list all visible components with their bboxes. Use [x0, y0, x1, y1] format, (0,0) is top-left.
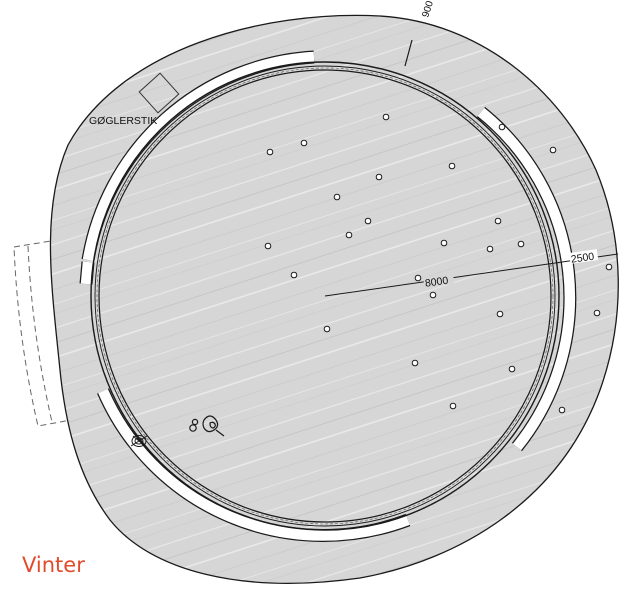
light-post [382, 113, 390, 121]
light-post [549, 146, 557, 154]
plaza-ring-3 [96, 67, 554, 525]
axis-tick-top [404, 39, 413, 67]
light-post [345, 231, 353, 239]
light-post [429, 291, 437, 299]
light-post [508, 365, 516, 373]
light-post [323, 325, 331, 333]
light-post [498, 123, 506, 131]
radius-label-group: 8000 [423, 272, 455, 290]
sculpture-symbol-icon [189, 415, 225, 437]
light-post [448, 162, 456, 170]
light-posts [264, 113, 613, 414]
light-post [486, 245, 494, 253]
light-post [364, 217, 372, 225]
light-post [375, 173, 383, 181]
light-post [333, 193, 341, 201]
light-post [411, 359, 419, 367]
outer-label-bg [569, 249, 599, 264]
outer-label: 2500 [570, 251, 595, 266]
light-post [593, 309, 601, 317]
radius-label-bg [423, 272, 455, 288]
radius-label: 8000 [424, 275, 449, 290]
light-post [449, 402, 457, 410]
light-post [558, 406, 566, 414]
light-post [300, 139, 308, 147]
plaza-ring-2 [94, 65, 556, 527]
season-label: Vinter [22, 553, 85, 577]
light-post [517, 240, 525, 248]
top-axis-label: 900 [420, 0, 436, 19]
light-post [496, 310, 504, 318]
light-post [494, 217, 502, 225]
light-post [605, 263, 613, 271]
light-post [264, 242, 272, 250]
street-label: GØGLERSTIK [89, 115, 157, 127]
drain-icon [130, 435, 148, 447]
light-post [440, 239, 448, 247]
dashed-annex-inner [27, 245, 53, 423]
light-post [414, 274, 422, 282]
stall-box [138, 72, 180, 114]
bench-arcs [79, 50, 577, 542]
outer-label-group: 2500 [569, 249, 599, 266]
light-post [266, 148, 274, 156]
light-post [290, 271, 298, 279]
radius-line [324, 253, 619, 297]
plaza-outer-ring [90, 61, 560, 531]
